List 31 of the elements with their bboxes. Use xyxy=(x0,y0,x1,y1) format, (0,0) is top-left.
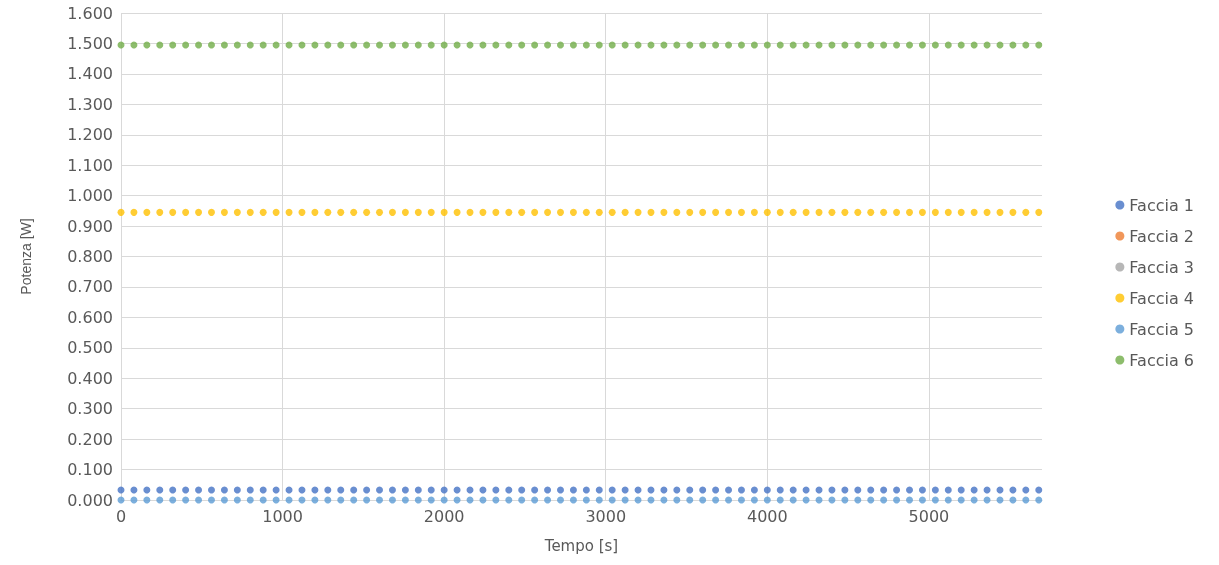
x-axis-title: Tempo [s] xyxy=(543,536,619,555)
y-tick-label: 1.100 xyxy=(67,155,113,175)
x-tick-label: 4000 xyxy=(746,506,788,526)
y-tick-label: 0.200 xyxy=(67,429,113,449)
x-tick-label: 0 xyxy=(115,506,127,526)
y-tick-label: 0.100 xyxy=(67,460,113,480)
y-tick-label: 0.600 xyxy=(67,307,113,327)
legend-label: Faccia 4 xyxy=(1129,288,1195,308)
x-tick-label: 2000 xyxy=(423,506,465,526)
legend-label: Faccia 5 xyxy=(1129,319,1195,339)
legend-label: Faccia 6 xyxy=(1129,350,1195,370)
y-tick-label: 0.900 xyxy=(67,216,113,236)
y-tick-label: 1.200 xyxy=(67,125,113,145)
legend-label: Faccia 2 xyxy=(1129,226,1195,246)
x-tick-label: 3000 xyxy=(585,506,627,526)
y-tick-label: 0.400 xyxy=(67,368,113,388)
y-tick-label: 0.300 xyxy=(67,399,113,419)
legend-label: Faccia 3 xyxy=(1129,257,1195,277)
y-tick-label: 1.400 xyxy=(67,64,113,84)
y-tick-label: 1.000 xyxy=(67,186,113,206)
y-axis-title: Potenza [W] xyxy=(18,218,34,295)
y-tick-label: 0.700 xyxy=(67,277,113,297)
y-tick-label: 1.300 xyxy=(67,94,113,114)
x-tick-label: 1000 xyxy=(262,506,303,526)
legend-label: Faccia 1 xyxy=(1129,195,1195,215)
y-tick-label: 0.500 xyxy=(67,338,113,358)
x-tick-label: 5000 xyxy=(908,506,950,526)
y-tick-label: 1.600 xyxy=(67,3,113,23)
y-tick-label: 1.500 xyxy=(67,33,113,53)
y-tick-label: 0.800 xyxy=(67,247,113,266)
y-tick-label: 0.000 xyxy=(67,490,113,510)
